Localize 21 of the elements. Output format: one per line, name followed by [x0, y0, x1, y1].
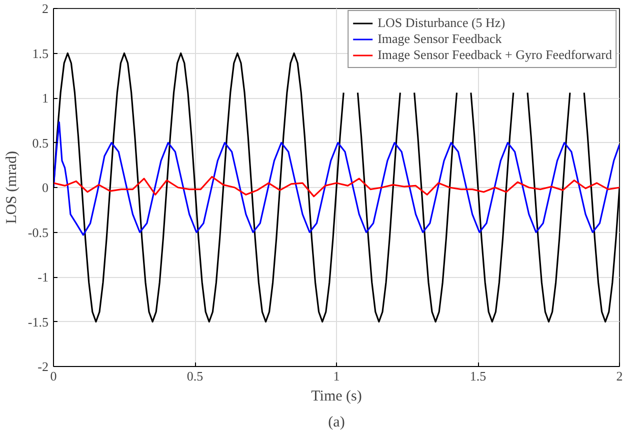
y-tick-label: 0: [42, 180, 48, 195]
y-tick-label: 1: [42, 90, 48, 106]
y-tick-label: -0.5: [28, 224, 49, 240]
y-tick-label: 0.5: [32, 135, 48, 150]
x-tick-label: 1.5: [470, 368, 486, 384]
text: (a): [328, 414, 345, 430]
y-tick-label: 2: [42, 1, 48, 16]
y-axis-title: LOS (mrad): [4, 151, 20, 224]
x-tick-label: 0.5: [186, 368, 204, 384]
legend-label: Image Sensor Feedback + Gyro Feedforward: [378, 47, 612, 63]
x-tick-label: 2: [616, 368, 623, 384]
x-tick-label: 1: [333, 368, 340, 384]
legend-label: Image Sensor Feedback: [378, 31, 502, 47]
y-tick-label: -1: [38, 270, 49, 284]
y-tick-label: -2: [38, 359, 49, 374]
legend-label: LOS Disturbance (5 Hz): [378, 15, 506, 31]
line-series: [54, 121, 620, 236]
y-tick-label: 1.5: [32, 46, 48, 61]
y-tick-label: -1.5: [28, 314, 49, 330]
x-axis-title: Time (s): [311, 388, 362, 404]
line-series: [54, 176, 620, 198]
